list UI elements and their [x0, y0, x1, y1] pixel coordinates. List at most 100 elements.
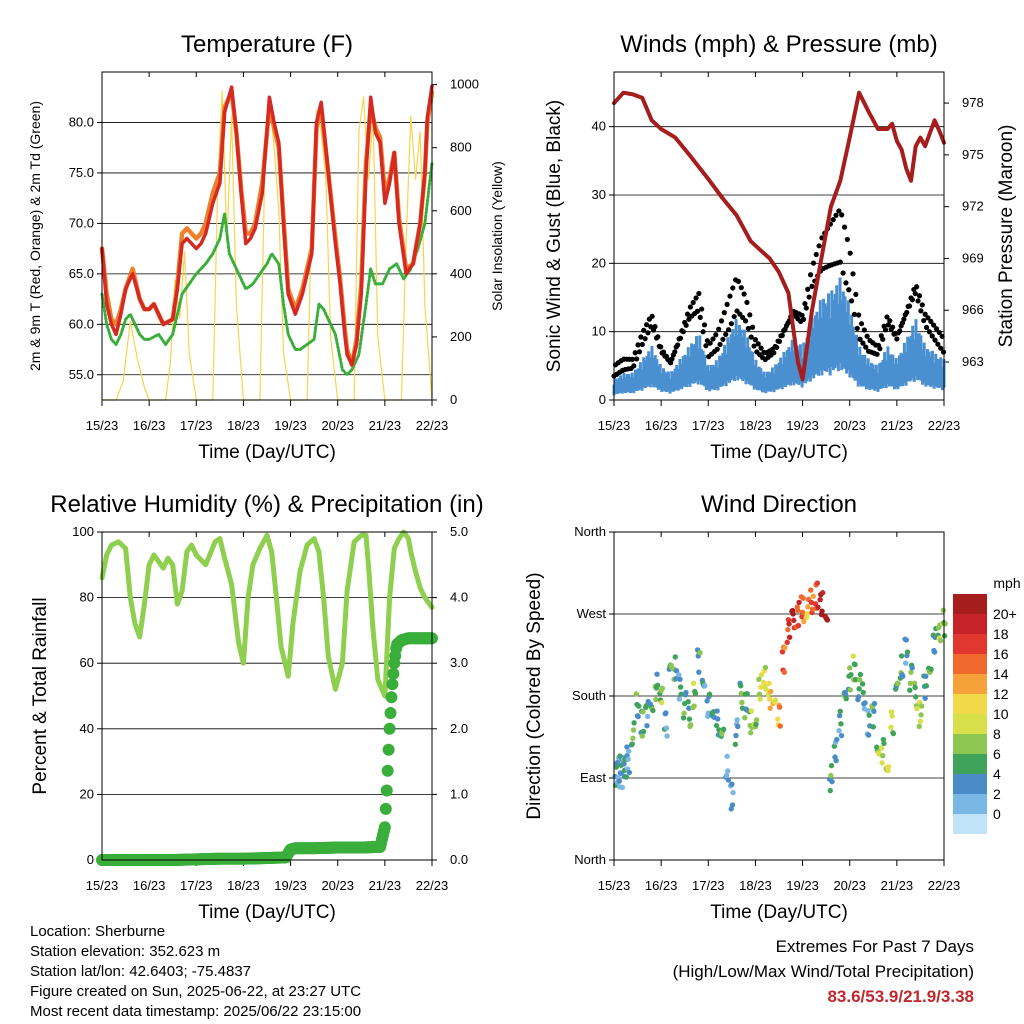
wind-direction-point — [653, 696, 659, 703]
wind-direction-point — [827, 787, 833, 794]
wind-direction-point — [937, 638, 944, 644]
wind-direction-point — [805, 604, 811, 610]
wind-direction-point — [850, 653, 856, 659]
wind-direction-point — [795, 607, 801, 614]
gust-point — [694, 308, 701, 314]
winds_pressure-xlabel: Time (Day/UTC) — [710, 442, 848, 463]
gust-point — [877, 346, 883, 352]
winds_pressure-ytick-right-label: 969 — [962, 250, 984, 265]
gust-point — [830, 217, 836, 223]
temperature-frame — [101, 71, 433, 401]
wind-direction-point — [810, 593, 816, 599]
gust-point — [802, 301, 808, 307]
gust-point — [693, 295, 699, 301]
humidity_precip-xtick-label: 17/23 — [180, 878, 213, 893]
wind-direction-point — [621, 761, 627, 767]
wind-direction-point — [723, 772, 730, 779]
wind-direction-point — [619, 784, 625, 790]
station-elevation: Station elevation: 352.623 m — [30, 943, 221, 960]
wind-direction-point — [855, 694, 862, 700]
wind-direction-point — [640, 709, 646, 715]
gust-point — [744, 299, 750, 306]
gust-point — [929, 333, 935, 339]
wind-direction-point — [738, 690, 744, 697]
wind_direction-ytick-label: East — [580, 770, 606, 785]
wind-direction-point — [928, 666, 934, 672]
humidity_precip-xtick-label: 21/23 — [369, 878, 402, 893]
gust-point — [861, 327, 867, 333]
gust-point — [690, 299, 696, 306]
gust-point — [840, 270, 846, 276]
wind-direction-point — [922, 695, 928, 701]
gust-point — [779, 332, 785, 338]
wind-direction-point — [733, 732, 739, 739]
gust-point — [680, 329, 686, 335]
gust-point — [658, 344, 664, 350]
wind-direction-point — [895, 680, 901, 687]
gust-point — [776, 338, 783, 345]
wind-direction-point — [739, 699, 745, 706]
temperature-xtick-label: 17/23 — [180, 418, 213, 433]
wind-direction-point — [942, 620, 948, 627]
gust-point — [655, 334, 661, 340]
gust-point — [675, 342, 681, 348]
gust-point — [774, 344, 780, 351]
wind-direction-point — [885, 764, 892, 770]
wind-speed-legend-label: 0 — [993, 806, 1001, 822]
wind-direction-point — [785, 617, 792, 623]
wind-direction-point — [757, 696, 763, 702]
wind-direction-point — [904, 649, 911, 655]
wind-direction-point — [729, 781, 735, 787]
wind-direction-point — [673, 676, 679, 682]
wind_direction-ytick-label: West — [577, 606, 607, 621]
humidity_precip-ytick-label: 20 — [80, 786, 94, 801]
wind-direction-point — [838, 721, 844, 727]
wind-direction-point — [829, 778, 835, 785]
wind-direction-point — [865, 707, 871, 714]
humidity_precip-frame — [101, 531, 433, 861]
temperature-ytick-label: 55.0 — [69, 367, 94, 382]
gust-point — [880, 336, 886, 342]
humidity_precip-ytick-label: 40 — [80, 721, 94, 736]
wind-direction-point — [916, 723, 922, 730]
wind_direction-xtick-label: 18/23 — [739, 878, 772, 893]
winds-ylabel-right: Station Pressure (Maroon) — [996, 125, 1017, 348]
wind-direction-point — [871, 700, 878, 707]
wind-direction-point — [847, 665, 853, 671]
wind-direction-point — [748, 708, 755, 714]
wind_direction-xtick-label: 19/23 — [786, 878, 819, 893]
gust-point — [724, 301, 730, 307]
wind-direction-point — [706, 691, 713, 697]
wind-direction-point — [808, 587, 814, 593]
wind-direction-point — [843, 695, 849, 702]
gust-point — [742, 318, 749, 324]
gust-point — [874, 351, 880, 357]
wind-speed-legend-swatch — [953, 634, 987, 654]
gust-point — [716, 326, 722, 332]
humidity_precip-title: Relative Humidity (%) & Precipitation (i… — [50, 491, 483, 518]
gust-point — [635, 342, 641, 348]
wind-direction-point — [866, 712, 872, 718]
wind-direction-point — [801, 618, 807, 625]
wind-direction-point — [917, 718, 924, 724]
wind-direction-point — [786, 621, 792, 627]
wind-direction-point — [677, 684, 684, 690]
gust-point — [799, 312, 805, 318]
precip-point — [380, 784, 393, 797]
wind-direction-point — [713, 722, 720, 729]
wind-direction-point — [756, 676, 762, 682]
winds_pressure-xtick-label: 20/23 — [833, 418, 866, 433]
gust-point — [918, 308, 924, 314]
wind-direction-point — [744, 691, 750, 697]
wind-direction-point — [729, 802, 736, 808]
wind-direction-point — [817, 596, 823, 603]
wind-direction-point — [672, 654, 678, 660]
gust-point — [916, 293, 923, 299]
gust-point — [696, 290, 702, 297]
wind_direction-ytick-label: South — [572, 688, 606, 703]
gust-point — [631, 363, 637, 369]
wind-direction-point — [724, 753, 730, 760]
wind-direction-point — [785, 626, 791, 633]
wind-direction-point — [768, 688, 774, 695]
wind-direction-point — [781, 669, 788, 675]
